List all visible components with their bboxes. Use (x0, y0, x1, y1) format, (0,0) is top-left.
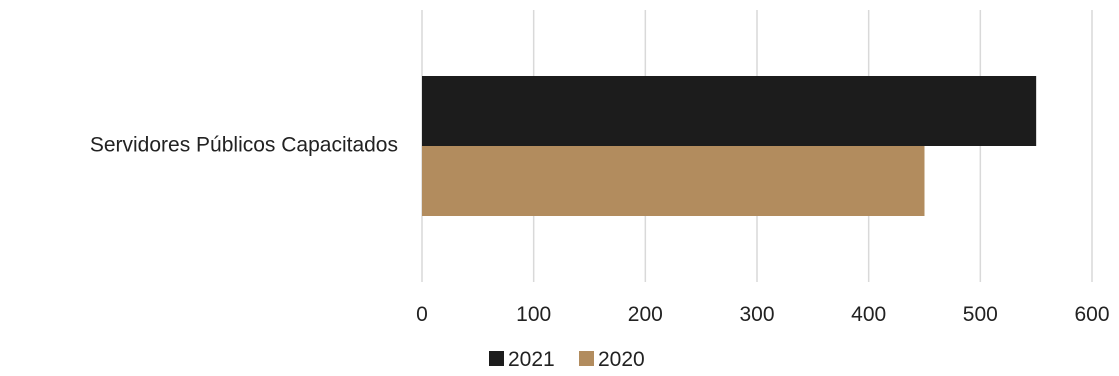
x-tick-label-5: 500 (963, 303, 998, 326)
x-tick-label-3: 300 (739, 303, 774, 326)
legend-label-2020: 2020 (598, 348, 645, 371)
category-label: Servidores Públicos Capacitados (90, 134, 398, 157)
legend-swatch-2020 (579, 351, 594, 366)
bars (422, 76, 1037, 216)
legend: 2021 2020 (489, 348, 645, 371)
x-tick-label-1: 100 (516, 303, 551, 326)
x-tick-label-6: 600 (1074, 303, 1109, 326)
x-tick-label-4: 400 (851, 303, 886, 326)
legend-swatch-2021 (489, 351, 504, 366)
bar-2021 (422, 76, 1037, 146)
category-labels: Servidores Públicos Capacitados (90, 134, 398, 157)
x-tick-label-0: 0 (416, 303, 428, 326)
legend-label-2021: 2021 (508, 348, 555, 371)
bar-2020 (422, 146, 925, 216)
x-axis-ticks: 0 100 200 300 400 500 600 (416, 303, 1109, 326)
x-tick-label-2: 200 (628, 303, 663, 326)
